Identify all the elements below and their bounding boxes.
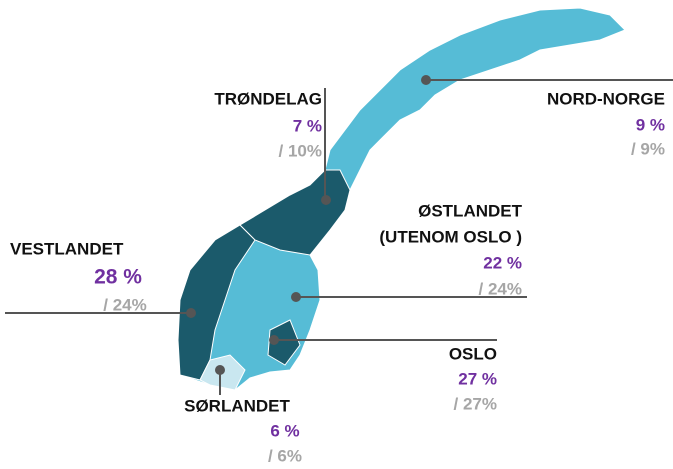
region-compare: / 27% [454,394,497,413]
region-name: NORD-NORGE [547,89,665,108]
region-subname: (UTENOM OSLO ) [379,227,522,246]
country-shape [177,7,626,391]
marker [269,335,279,345]
region-name: TRØNDELAG [214,89,322,108]
region-value: 28 % [94,266,142,289]
region-compare: / 10% [279,141,322,160]
marker [321,195,331,205]
region-compare: / 6% [268,446,302,464]
region-value: 27 % [458,369,497,388]
region-name: OSLO [449,344,497,363]
region-value: 9 % [636,115,665,134]
region-compare: / 24% [103,295,146,314]
region-value: 7 % [293,116,322,135]
marker [186,308,196,318]
region-name: ØSTLANDET [418,201,523,220]
marker [291,292,301,302]
region-trondelag [239,169,351,256]
marker [421,75,431,85]
region-oslo [267,319,301,366]
marker [215,365,225,375]
region-compare: / 9% [631,139,665,158]
region-value: 6 % [270,421,299,440]
region-name: SØRLANDET [184,396,290,415]
region-name: VESTLANDET [10,239,124,258]
region-compare: / 24% [479,279,522,298]
region-value: 22 % [483,253,522,272]
